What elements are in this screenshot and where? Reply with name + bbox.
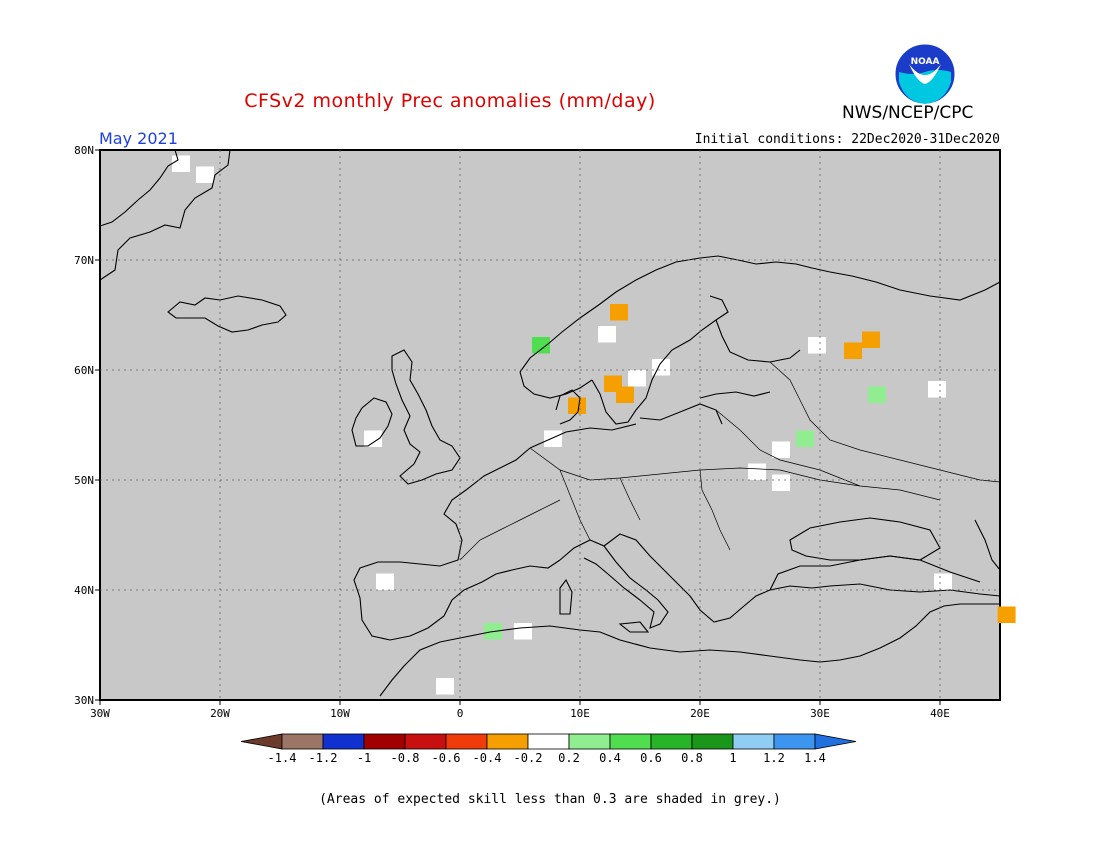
anomaly-cell bbox=[796, 430, 814, 447]
lat-tick-label: 70N bbox=[74, 254, 94, 267]
anomaly-cell bbox=[196, 166, 214, 183]
colorbar-boxes bbox=[240, 733, 857, 750]
anomaly-cell bbox=[772, 441, 790, 458]
anomaly-cell bbox=[436, 678, 454, 695]
colorbar-box bbox=[322, 733, 365, 750]
colorbar-box bbox=[404, 733, 447, 750]
colorbar-label: 0.2 bbox=[558, 751, 580, 765]
organization-label: NWS/NCEP/CPC bbox=[842, 103, 974, 123]
lon-tick-label: 10E bbox=[570, 707, 590, 720]
axis-ticks: 30W 20W 10W 0 10E 20E 30E 40E 30N 40N 50N 60N 70N 80N bbox=[74, 144, 950, 720]
anomaly-cell bbox=[772, 474, 790, 491]
anomaly-cell bbox=[376, 573, 394, 590]
lon-tick-label: 40E bbox=[930, 707, 950, 720]
forecast-period: May 2021 bbox=[99, 129, 178, 148]
lat-tick-label: 40N bbox=[74, 584, 94, 597]
anomaly-cell bbox=[598, 326, 616, 343]
anomaly-cell bbox=[568, 397, 586, 414]
colorbar-box bbox=[691, 733, 734, 750]
colorbar-box bbox=[486, 733, 529, 750]
anomaly-cell bbox=[172, 155, 190, 172]
colorbar-label: -1.2 bbox=[309, 751, 338, 765]
anomaly-cell bbox=[844, 342, 862, 359]
colorbar-box bbox=[773, 733, 816, 750]
colorbar-label: 1 bbox=[729, 751, 736, 765]
colorbar-label: 0.6 bbox=[640, 751, 662, 765]
colorbar-labels: -1.4 -1.2 -1 -0.8 -0.6 -0.4 -0.2 0.2 0.4 0.6 0.8 1 1… bbox=[268, 751, 826, 765]
anomaly-cell bbox=[928, 381, 946, 398]
chart-title: CFSv2 monthly Prec anomalies (mm/day) bbox=[244, 90, 656, 112]
colorbar-label: -1.4 bbox=[268, 751, 297, 765]
colorbar-box bbox=[281, 733, 324, 750]
colorbar-box bbox=[609, 733, 652, 750]
colorbar-box bbox=[363, 733, 406, 750]
colorbar-box bbox=[568, 733, 611, 750]
colorbar-label: -0.2 bbox=[514, 751, 543, 765]
lat-tick-label: 30N bbox=[74, 694, 94, 707]
anomaly-cell bbox=[748, 463, 766, 480]
anomaly-cell bbox=[868, 386, 886, 403]
anomaly-cell bbox=[934, 573, 952, 590]
colorbar-arrow-right bbox=[814, 733, 857, 750]
colorbar-arrow-left bbox=[240, 733, 283, 750]
lat-tick-label: 60N bbox=[74, 364, 94, 377]
lon-tick-label: 30E bbox=[810, 707, 830, 720]
colorbar-label: -1 bbox=[357, 751, 371, 765]
lon-tick-label: 0 bbox=[457, 707, 464, 720]
colorbar-label: -0.6 bbox=[432, 751, 461, 765]
map-frame bbox=[99, 149, 1001, 701]
colorbar-label: 0.4 bbox=[599, 751, 621, 765]
initial-conditions: Initial conditions: 22Dec2020-31Dec2020 bbox=[694, 132, 1000, 147]
coastlines bbox=[99, 149, 1001, 697]
svg-text:NOAA: NOAA bbox=[911, 57, 940, 67]
anomaly-cells bbox=[172, 155, 1016, 695]
anomaly-cell bbox=[808, 337, 826, 354]
anomaly-cell bbox=[616, 386, 634, 403]
colorbar-label: 1.2 bbox=[763, 751, 785, 765]
colorbar-box bbox=[732, 733, 775, 750]
anomaly-cell bbox=[364, 430, 382, 447]
colorbar-label: 1.4 bbox=[804, 751, 826, 765]
anomaly-cell bbox=[997, 606, 1016, 623]
graticule bbox=[100, 150, 1000, 700]
anomaly-cell bbox=[610, 304, 628, 321]
colorbar-box bbox=[527, 733, 570, 750]
anomaly-cell bbox=[544, 430, 562, 447]
colorbar-label: -0.8 bbox=[391, 751, 420, 765]
noaa-logo-icon: NOAA bbox=[894, 43, 956, 105]
colorbar-label: -0.4 bbox=[473, 751, 502, 765]
colorbar-box bbox=[650, 733, 693, 750]
lat-tick-label: 50N bbox=[74, 474, 94, 487]
lon-tick-label: 20W bbox=[210, 707, 230, 720]
lon-tick-label: 30W bbox=[90, 707, 110, 720]
anomaly-cell bbox=[628, 370, 646, 387]
anomaly-cell bbox=[532, 337, 550, 354]
lon-tick-label: 20E bbox=[690, 707, 710, 720]
lat-tick-label: 80N bbox=[74, 144, 94, 157]
colorbar-label: 0.8 bbox=[681, 751, 703, 765]
colorbar-box bbox=[445, 733, 488, 750]
lon-tick-label: 10W bbox=[330, 707, 350, 720]
anomaly-cell bbox=[862, 331, 880, 348]
skill-note: (Areas of expected skill less than 0.3 a… bbox=[319, 792, 781, 807]
